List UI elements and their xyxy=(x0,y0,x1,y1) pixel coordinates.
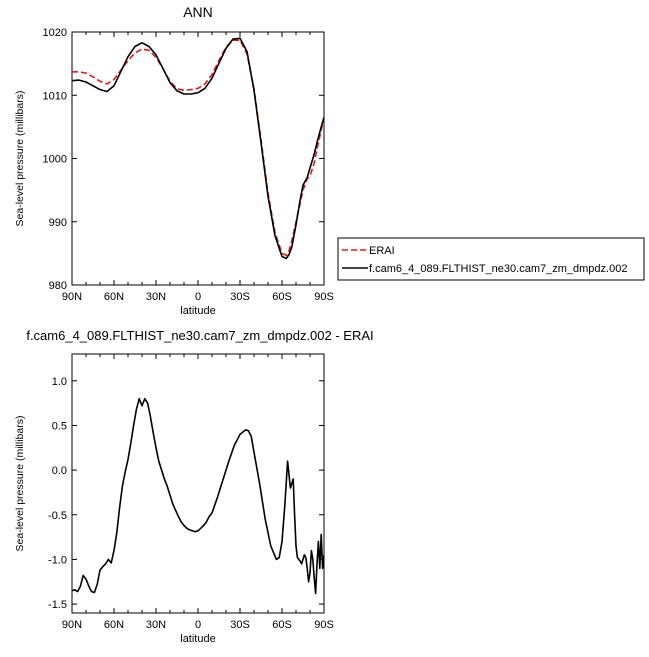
legend-box xyxy=(337,237,645,281)
top-y-tick-label: 980 xyxy=(49,280,67,292)
bottom-y-tick-label: 1.0 xyxy=(52,376,67,388)
bottom-x-tick-label: 0 xyxy=(195,619,201,631)
model-series-line xyxy=(72,37,324,260)
top-chart-title: ANN xyxy=(183,4,213,20)
top-x-tick-label: 30N xyxy=(146,291,166,303)
legend-erai-label: ERAI xyxy=(369,245,395,257)
top-x-tick-label: 0 xyxy=(195,291,201,303)
bottom-y-axis-label: Sea-level pressure (millibars) xyxy=(14,416,26,552)
difference-series-line xyxy=(72,397,324,595)
bottom-y-tick-label: 0.5 xyxy=(52,420,67,432)
top-x-tick-label: 60S xyxy=(272,291,292,303)
top-x-tick-label: 90S xyxy=(314,291,334,303)
bottom-x-tick-label: 60S xyxy=(272,619,292,631)
bottom-x-tick-label: 60N xyxy=(104,619,124,631)
bottom-x-axis-label: latitude xyxy=(180,633,215,645)
bottom-chart-title: f.cam6_4_089.FLTHIST_ne30.cam7_zm_dmpdz.… xyxy=(26,328,373,343)
bottom-x-tick-label: 90N xyxy=(62,619,82,631)
bottom-y-tick-label: -0.5 xyxy=(48,510,67,522)
bottom-y-tick-label: -1.5 xyxy=(48,599,67,611)
top-y-tick-label: 1010 xyxy=(43,90,67,102)
bottom-x-tick-label: 30S xyxy=(230,619,250,631)
bottom-x-tick-label: 30N xyxy=(146,619,166,631)
erai-series-line xyxy=(72,39,324,257)
bottom-y-tick-label: -1.0 xyxy=(48,554,67,566)
top-x-tick-label: 60N xyxy=(104,291,124,303)
top-x-axis-label: latitude xyxy=(180,305,215,317)
top-y-tick-label: 1020 xyxy=(43,27,67,39)
top-y-tick-label: 1000 xyxy=(43,154,67,166)
bottom-x-tick-label: 90S xyxy=(314,619,334,631)
top-y-axis-label: Sea-level pressure (millibars) xyxy=(14,91,26,227)
top-plot-frame xyxy=(71,31,325,286)
top-x-tick-label: 30S xyxy=(230,291,250,303)
bottom-y-tick-label: 0.0 xyxy=(52,465,67,477)
top-y-tick-label: 990 xyxy=(49,217,67,229)
legend-model-label: f.cam6_4_089.FLTHIST_ne30.cam7_zm_dmpdz.… xyxy=(369,263,627,275)
top-x-tick-label: 90N xyxy=(62,291,82,303)
